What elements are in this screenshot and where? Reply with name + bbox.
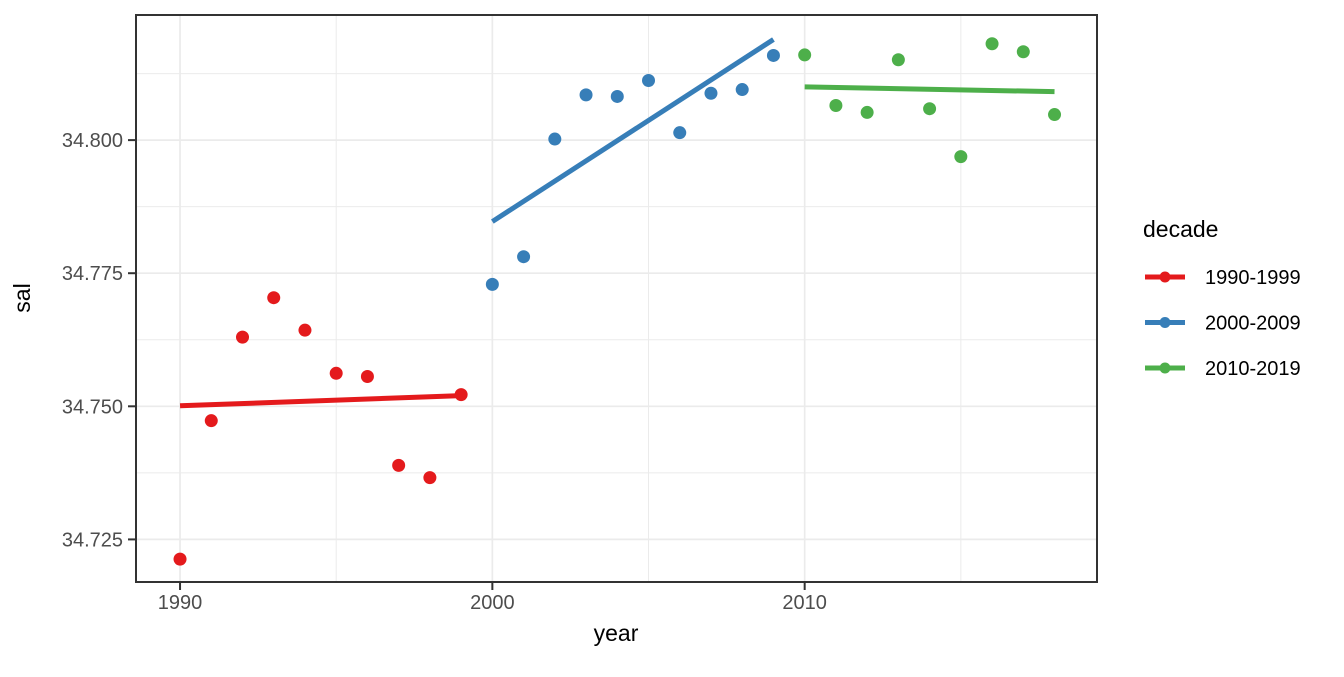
data-series-layer <box>173 37 1062 566</box>
axes-layer: 1990 2000 2010 34.725 34.750 34.775 34.800 <box>62 130 827 614</box>
data-point-2010-2019 <box>829 99 843 113</box>
trend-line-1990-1999 <box>179 393 462 409</box>
data-point-2000-2009 <box>735 83 749 97</box>
x-tick-label: 2010 <box>782 592 827 614</box>
data-point-1990-1999 <box>173 552 187 566</box>
x-axis-title: year <box>594 620 639 646</box>
plot-panel-border <box>135 14 1098 583</box>
y-tick-label: 34.775 <box>62 263 123 285</box>
legend-item-label: 2000-2009 <box>1205 313 1301 335</box>
data-point-2000-2009 <box>673 126 687 140</box>
y-axis-title: sal <box>9 283 35 312</box>
trend-line-2000-2009 <box>490 37 775 224</box>
data-point-1990-1999 <box>423 471 437 485</box>
data-point-2000-2009 <box>704 86 718 100</box>
data-point-2010-2019 <box>860 105 874 119</box>
legend-key-point-icon <box>1159 362 1171 374</box>
x-tick-label: 1990 <box>158 592 203 614</box>
data-point-1990-1999 <box>267 291 281 305</box>
legend-key-point-icon <box>1159 317 1171 328</box>
data-point-1990-1999 <box>392 458 406 472</box>
data-point-2010-2019 <box>891 53 905 67</box>
data-point-1990-1999 <box>298 323 312 337</box>
x-tick-label: 2000 <box>470 592 515 614</box>
y-tick-label: 34.800 <box>62 130 123 152</box>
data-point-1990-1999 <box>360 369 374 383</box>
legend-item-2010-2019: 2010-2019 <box>1145 358 1301 380</box>
plot-panel-background <box>136 15 1097 582</box>
legend-item-label: 1990-1999 <box>1205 267 1301 289</box>
data-point-2000-2009 <box>642 73 656 87</box>
data-point-2010-2019 <box>1048 108 1062 122</box>
legend-item-2000-2009: 2000-2009 <box>1145 313 1301 335</box>
trend-line-2010-2019 <box>804 84 1055 95</box>
data-point-2010-2019 <box>1016 45 1030 59</box>
data-point-2010-2019 <box>923 102 937 116</box>
data-point-2000-2009 <box>485 277 499 291</box>
legend-key-point-icon <box>1159 271 1171 283</box>
legend-title: decade <box>1143 216 1218 242</box>
data-point-2000-2009 <box>517 250 531 264</box>
legend-items: 1990-1999 2000-2009 2010-2019 <box>1145 267 1301 380</box>
data-point-2000-2009 <box>766 48 780 62</box>
data-point-2000-2009 <box>610 89 624 103</box>
data-point-2010-2019 <box>985 37 999 51</box>
data-point-1990-1999 <box>204 414 218 428</box>
data-point-2000-2009 <box>548 132 562 146</box>
data-point-2000-2009 <box>579 88 593 102</box>
legend-item-label: 2010-2019 <box>1205 358 1301 380</box>
data-point-2010-2019 <box>954 150 968 164</box>
legend-item-1990-1999: 1990-1999 <box>1145 267 1301 289</box>
y-tick-label: 34.750 <box>62 396 123 418</box>
y-tick-label: 34.725 <box>62 529 123 551</box>
data-point-1990-1999 <box>236 330 250 344</box>
data-point-2010-2019 <box>798 48 812 62</box>
data-point-1990-1999 <box>454 388 468 402</box>
data-point-1990-1999 <box>329 366 343 380</box>
legend: decade 1990-1999 2000-2009 2010-2019 <box>1143 216 1301 380</box>
